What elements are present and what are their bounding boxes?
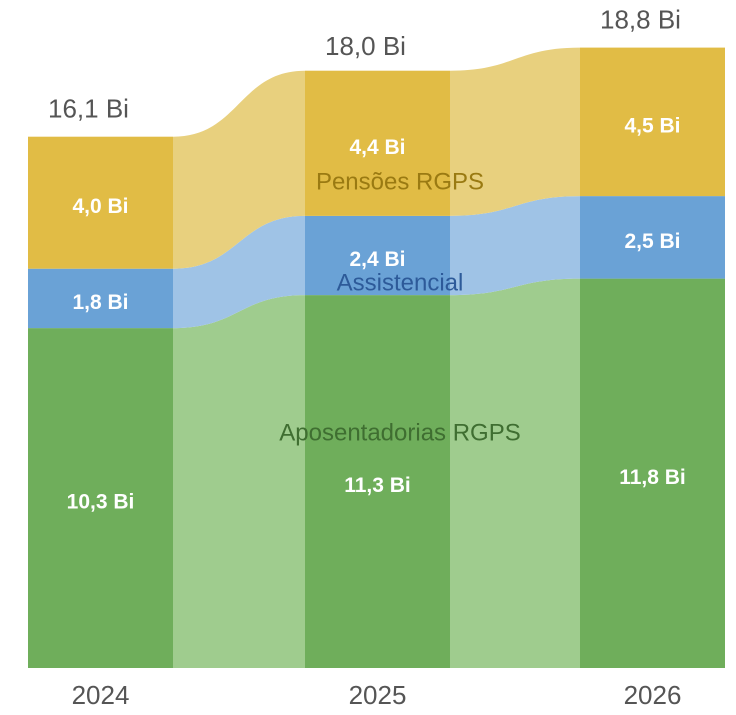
- bar-segment: [305, 215, 450, 296]
- bar-segment: [580, 47, 725, 197]
- bar-segment: [580, 196, 725, 279]
- ribbon: [173, 70, 305, 269]
- bar-segment: [305, 295, 450, 668]
- bar-segment: [28, 328, 173, 668]
- series-label: Assistencial: [337, 269, 464, 296]
- value-label: 4,4 Bi: [349, 136, 405, 159]
- value-label: 4,5 Bi: [624, 114, 680, 137]
- value-label: 2,4 Bi: [349, 248, 405, 271]
- ribbon: [450, 47, 580, 216]
- x-tick-label: 2026: [624, 680, 682, 710]
- ribbon: [450, 196, 580, 296]
- series-label: Aposentadorias RGPS: [279, 419, 520, 446]
- x-tick-label: 2025: [349, 680, 407, 710]
- total-label: 16,1 Bi: [48, 94, 129, 124]
- bar-segment: [305, 70, 450, 216]
- value-label: 10,3 Bi: [67, 491, 135, 514]
- bar-segment: [580, 278, 725, 668]
- total-label: 18,8 Bi: [600, 4, 681, 34]
- ribbon: [450, 278, 580, 668]
- value-label: 11,8 Bi: [619, 466, 686, 489]
- value-label: 2,5 Bi: [624, 230, 680, 253]
- x-tick-label: 2024: [72, 680, 130, 710]
- total-label: 18,0 Bi: [325, 31, 406, 61]
- series-label: Pensões RGPS: [316, 168, 484, 195]
- bar-segment: [28, 268, 173, 329]
- ribbon: [173, 215, 305, 329]
- bar-segment: [28, 136, 173, 269]
- value-label: 11,3 Bi: [344, 474, 411, 497]
- value-label: 1,8 Bi: [72, 291, 128, 314]
- value-label: 4,0 Bi: [72, 195, 128, 218]
- ribbon: [173, 295, 305, 668]
